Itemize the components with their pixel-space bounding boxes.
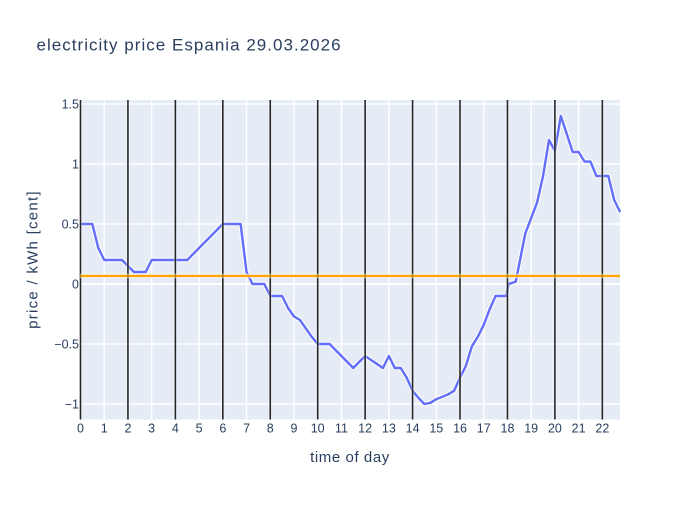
svg-text:0: 0 [77,422,84,436]
svg-text:18: 18 [501,422,515,436]
svg-text:8: 8 [267,422,274,436]
svg-text:13: 13 [382,422,396,436]
svg-text:−1: −1 [65,397,79,411]
svg-text:time of day: time of day [310,449,390,466]
svg-text:21: 21 [572,422,586,436]
svg-text:1.5: 1.5 [62,97,79,111]
svg-text:14: 14 [406,422,420,436]
svg-text:12: 12 [358,422,372,436]
svg-text:11: 11 [335,422,348,436]
svg-text:19: 19 [524,422,538,436]
svg-text:0: 0 [72,277,79,291]
svg-text:15: 15 [429,422,443,436]
svg-text:16: 16 [453,422,467,436]
svg-text:1: 1 [101,422,108,436]
svg-text:10: 10 [311,422,325,436]
svg-text:5: 5 [196,422,203,436]
svg-text:17: 17 [477,422,491,436]
svg-text:0.5: 0.5 [62,217,79,231]
svg-text:price / kWh [cent]: price / kWh [cent] [25,190,42,329]
svg-text:4: 4 [172,422,179,436]
svg-text:22: 22 [595,422,609,436]
svg-text:9: 9 [291,422,298,436]
svg-text:3: 3 [148,422,155,436]
svg-text:7: 7 [243,422,250,436]
svg-text:2: 2 [124,422,131,436]
svg-text:1: 1 [72,157,79,171]
svg-text:20: 20 [548,422,562,436]
svg-text:electricity price Espania 29.0: electricity price Espania 29.03.2026 [37,35,342,54]
svg-text:−0.5: −0.5 [54,337,79,351]
svg-text:6: 6 [219,422,226,436]
